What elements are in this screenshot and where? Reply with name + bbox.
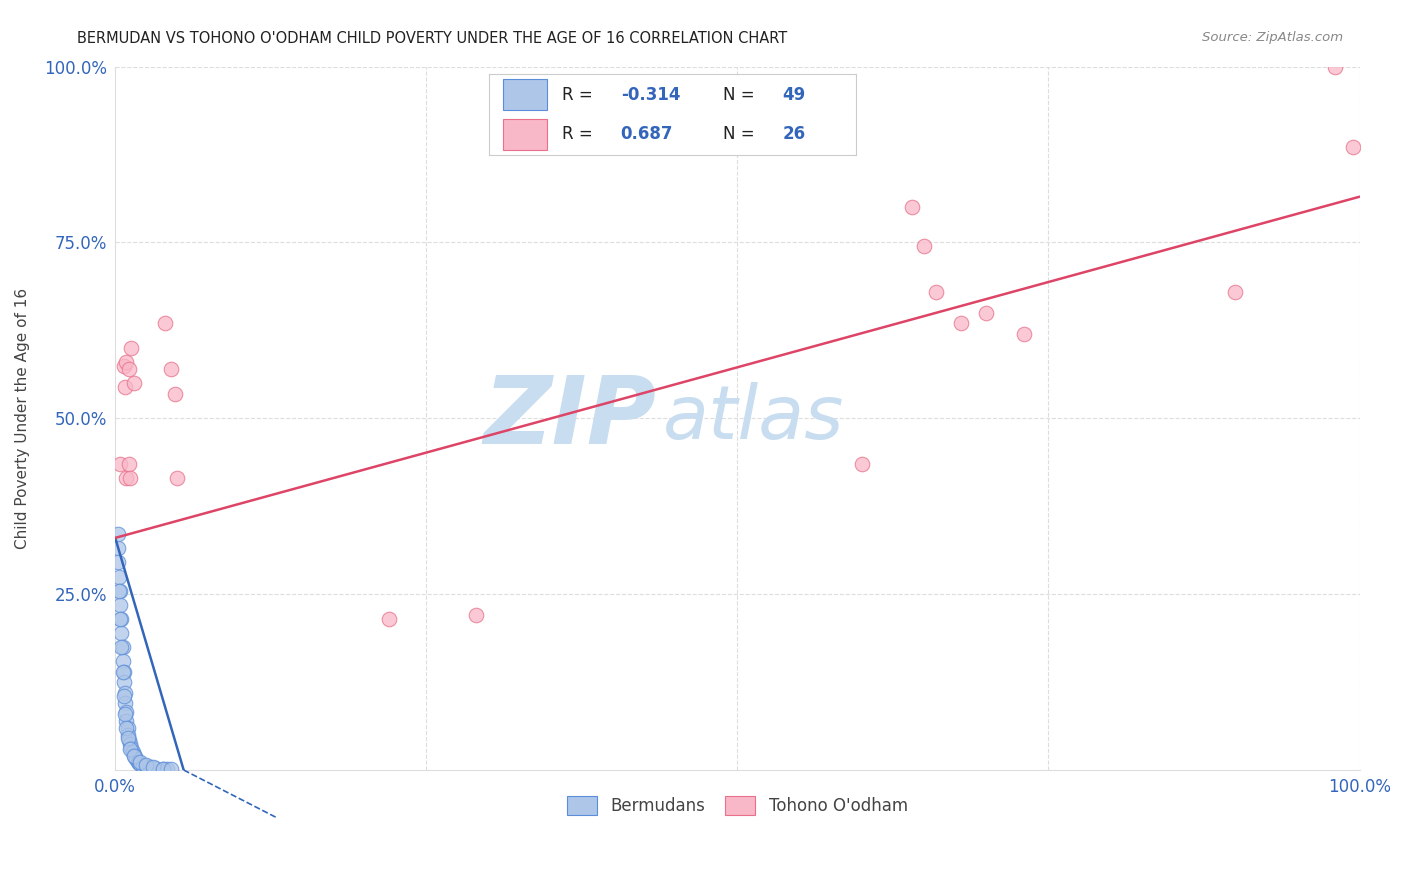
Point [851, 457, 873, 471]
Point [115, 721, 138, 735]
Legend: Bermudans, Tohono O'odham: Bermudans, Tohono O'odham [557, 786, 918, 825]
Point [160, 762, 183, 776]
Point [122, 748, 145, 763]
Point [108, 569, 131, 583]
Point [120, 742, 142, 756]
Point [1343, 140, 1365, 154]
Point [153, 316, 176, 330]
Point [107, 541, 129, 556]
Point [122, 747, 145, 762]
Point [950, 316, 973, 330]
Point [135, 759, 157, 773]
Point [120, 341, 142, 355]
Point [129, 757, 152, 772]
Point [166, 471, 188, 485]
Point [108, 598, 131, 612]
Point [114, 685, 136, 699]
Point [107, 527, 129, 541]
Point [114, 379, 136, 393]
Point [111, 640, 134, 654]
Point [107, 556, 129, 570]
Point [115, 705, 138, 719]
Point [1223, 285, 1246, 299]
Point [114, 706, 136, 721]
Point [108, 583, 131, 598]
Point [114, 696, 136, 710]
Point [115, 471, 138, 485]
Point [143, 761, 166, 775]
Point [108, 583, 131, 598]
Point [112, 675, 135, 690]
Text: atlas: atlas [662, 383, 844, 454]
Point [117, 721, 139, 735]
Point [127, 755, 149, 769]
Y-axis label: Child Poverty Under the Age of 16: Child Poverty Under the Age of 16 [15, 288, 30, 549]
Point [129, 755, 152, 769]
Point [128, 756, 150, 770]
Point [111, 665, 134, 679]
Point [121, 745, 143, 759]
Point [110, 640, 132, 654]
Point [378, 612, 401, 626]
Text: BERMUDAN VS TOHONO O'ODHAM CHILD POVERTY UNDER THE AGE OF 16 CORRELATION CHART: BERMUDAN VS TOHONO O'ODHAM CHILD POVERTY… [77, 31, 787, 46]
Point [118, 457, 141, 471]
Point [110, 625, 132, 640]
Point [131, 758, 153, 772]
Point [925, 285, 948, 299]
Point [118, 362, 141, 376]
Point [912, 239, 935, 253]
Point [111, 654, 134, 668]
Point [108, 457, 131, 471]
Point [115, 355, 138, 369]
Point [112, 359, 135, 373]
Point [122, 376, 145, 391]
Point [112, 665, 135, 679]
Point [120, 471, 142, 485]
Text: Source: ZipAtlas.com: Source: ZipAtlas.com [1202, 31, 1343, 45]
Point [160, 362, 183, 376]
Point [125, 752, 148, 766]
Point [152, 762, 174, 776]
Point [117, 731, 139, 746]
Point [120, 741, 142, 756]
Point [124, 750, 146, 764]
Point [465, 608, 488, 623]
Point [900, 200, 922, 214]
Point [1323, 60, 1346, 74]
Point [135, 758, 157, 772]
Point [110, 612, 132, 626]
Point [152, 762, 174, 776]
Point [163, 386, 186, 401]
Point [139, 760, 162, 774]
Point [1012, 326, 1035, 341]
Point [112, 689, 135, 703]
Point [117, 728, 139, 742]
Text: ZIP: ZIP [484, 372, 657, 465]
Point [156, 762, 179, 776]
Point [108, 612, 131, 626]
Point [974, 306, 997, 320]
Point [120, 737, 142, 751]
Point [118, 732, 141, 747]
Point [115, 714, 138, 728]
Point [141, 760, 163, 774]
